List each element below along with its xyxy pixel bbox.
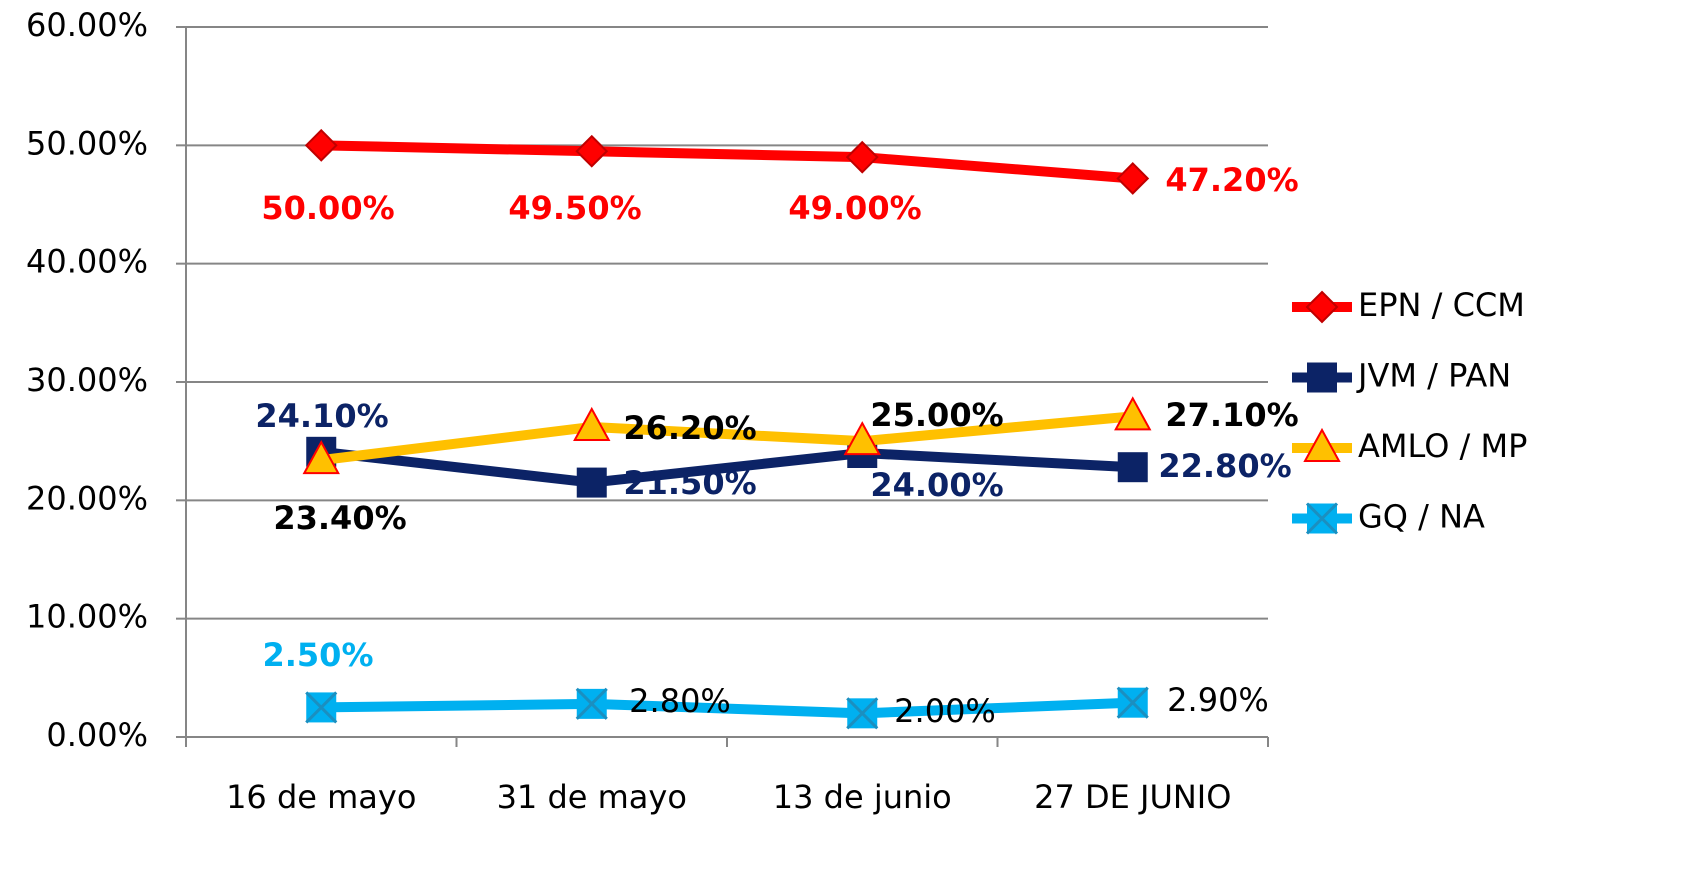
- marker: [1305, 502, 1339, 535]
- marker: [575, 687, 608, 720]
- marker: [304, 128, 338, 162]
- data-label: 2.50%: [262, 636, 373, 674]
- series-line: [321, 697, 1133, 719]
- marker: [1305, 290, 1339, 324]
- data-label: 47.20%: [1165, 161, 1298, 199]
- legend-label: EPN / CCM: [1358, 286, 1525, 324]
- x-tick-label: 13 de junio: [773, 778, 952, 816]
- series-line: [320, 446, 1134, 488]
- marker: [846, 697, 879, 730]
- marker: [1303, 427, 1341, 462]
- legend-label: GQ / NA: [1358, 498, 1485, 536]
- y-tick-label: 60.00%: [26, 6, 148, 44]
- series-line: [321, 140, 1134, 184]
- y-tick-label: 20.00%: [26, 479, 148, 517]
- marker: [573, 406, 611, 441]
- x-tick-label: 27 DE JUNIO: [1034, 778, 1231, 816]
- marker-x: [575, 687, 608, 720]
- legend-label: AMLO / MP: [1358, 427, 1527, 465]
- data-label: 26.20%: [623, 409, 756, 447]
- marker: [1307, 362, 1337, 393]
- x-tick-label: 31 de mayo: [497, 778, 687, 816]
- y-tick-label: 0.00%: [46, 716, 148, 754]
- marker: [302, 440, 340, 475]
- y-tick-label: 50.00%: [26, 124, 148, 162]
- legend-label: JVM / PAN: [1356, 357, 1511, 395]
- marker-x: [1305, 502, 1339, 535]
- marker: [305, 691, 338, 724]
- data-label: 2.90%: [1167, 681, 1269, 719]
- data-label: 49.00%: [788, 189, 921, 227]
- data-label: 22.80%: [1158, 447, 1291, 485]
- marker-x: [846, 697, 879, 730]
- marker: [843, 421, 881, 456]
- data-label: 24.10%: [255, 397, 388, 435]
- data-label: 23.40%: [273, 499, 406, 537]
- series-line: [320, 411, 1134, 466]
- data-label: 27.10%: [1165, 396, 1298, 434]
- data-label: 50.00%: [261, 189, 394, 227]
- y-tick-label: 40.00%: [26, 243, 148, 281]
- marker: [1117, 452, 1148, 483]
- marker: [1116, 162, 1150, 195]
- marker: [1114, 396, 1152, 431]
- marker: [845, 140, 879, 174]
- data-label: 49.50%: [508, 189, 641, 227]
- data-label: 2.80%: [629, 682, 731, 720]
- data-label: 25.00%: [870, 396, 1003, 434]
- data-label: 24.00%: [870, 466, 1003, 504]
- data-label: 21.50%: [623, 464, 756, 502]
- marker: [1116, 686, 1149, 719]
- marker: [575, 134, 609, 168]
- marker-x: [305, 691, 338, 724]
- data-label: 2.00%: [894, 692, 996, 730]
- x-tick-label: 16 de mayo: [226, 778, 416, 816]
- y-tick-label: 30.00%: [26, 361, 148, 399]
- marker: [576, 467, 607, 498]
- y-tick-label: 10.00%: [26, 598, 148, 636]
- marker-x: [1116, 686, 1149, 719]
